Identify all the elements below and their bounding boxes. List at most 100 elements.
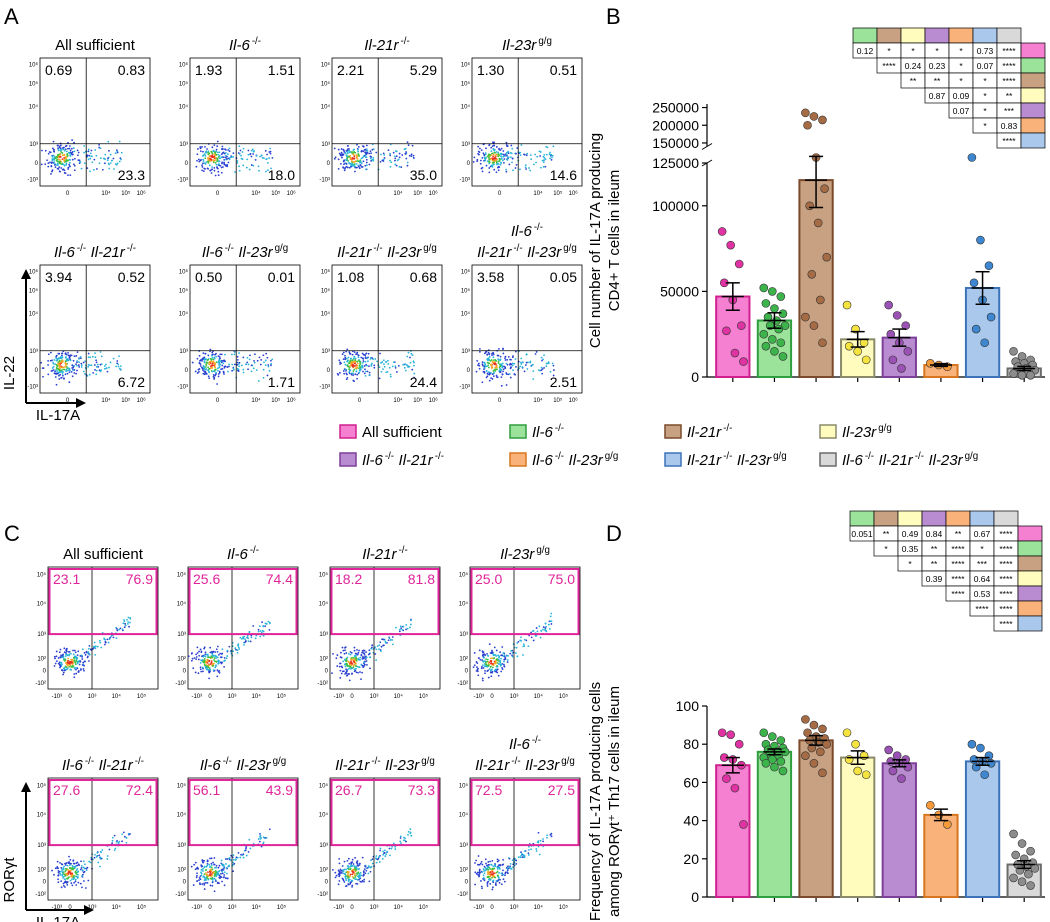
- flow-event: [60, 867, 63, 869]
- quadrant-value: 18.0: [268, 167, 295, 183]
- flow-event: [106, 159, 109, 162]
- flow-event: [122, 622, 125, 625]
- flow-event: [365, 151, 368, 154]
- legend-swatch: [339, 452, 357, 467]
- flow-event: [477, 855, 480, 857]
- flow-event: [338, 874, 341, 877]
- flow-event: [204, 869, 207, 872]
- flow-event: [343, 163, 345, 166]
- flow-event: [355, 162, 358, 165]
- flow-event: [358, 364, 361, 367]
- flow-event: [116, 362, 119, 365]
- label-superscript: g/g: [538, 36, 552, 47]
- flow-event: [51, 170, 53, 173]
- flow-y-tick-label: -10³: [319, 385, 330, 391]
- flow-event: [346, 149, 349, 151]
- flow-event: [521, 361, 524, 364]
- flow-event: [331, 672, 333, 675]
- table-header-swatch: [852, 27, 878, 44]
- flow-event: [496, 671, 499, 674]
- flow-x-axis-label: IL-17A: [36, 914, 80, 922]
- flow-event: [503, 663, 505, 666]
- flow-event: [480, 167, 483, 170]
- flow-event: [59, 356, 62, 358]
- flow-x-tick-label: 10⁴: [534, 904, 544, 911]
- flow-event: [542, 358, 544, 361]
- flow-event: [494, 882, 497, 884]
- flow-event: [399, 835, 402, 838]
- flow-event: [61, 656, 63, 659]
- flow-event: [486, 375, 489, 378]
- flow-event: [368, 152, 371, 155]
- flow-event: [199, 878, 202, 881]
- flow-event: [212, 374, 215, 376]
- flow-event: [212, 861, 215, 864]
- flow-event: [515, 862, 518, 865]
- flow-event: [400, 842, 402, 845]
- flow-event: [60, 376, 63, 379]
- flow-event: [491, 360, 494, 363]
- flow-event: [253, 360, 255, 362]
- flow-event: [350, 652, 353, 654]
- flow-event: [486, 660, 489, 663]
- flow-event: [86, 656, 89, 659]
- flow-event: [491, 666, 494, 669]
- flow-title: Il-21r -/-: [364, 36, 409, 54]
- flow-event: [383, 365, 386, 368]
- flow-event: [240, 154, 242, 157]
- flow-event: [56, 660, 58, 663]
- flow-event: [348, 149, 351, 152]
- flow-event: [497, 659, 500, 662]
- flow-event: [338, 862, 341, 865]
- flow-event: [62, 163, 65, 166]
- flow-event: [383, 851, 386, 854]
- flow-event: [346, 867, 349, 870]
- flow-event: [395, 155, 398, 158]
- flow-event: [127, 621, 130, 623]
- flow-event: [364, 368, 366, 371]
- flow-event: [497, 876, 500, 879]
- flow-event: [215, 661, 218, 663]
- flow-event: [491, 868, 494, 870]
- data-point: [925, 801, 935, 810]
- flow-event: [218, 874, 221, 877]
- flow-event: [486, 652, 488, 655]
- flow-event: [65, 862, 68, 864]
- flow-event: [198, 654, 201, 657]
- flow-event: [407, 144, 410, 147]
- label-part: Il-23r: [385, 757, 420, 774]
- label-part: Il-6: [202, 244, 223, 261]
- flow-event: [196, 872, 198, 875]
- flow-y-tick-label: 0: [465, 880, 469, 886]
- flow-event: [209, 668, 212, 671]
- flow-event: [502, 150, 505, 152]
- flow-event: [350, 373, 353, 376]
- data-point: [801, 312, 810, 322]
- flow-event: [205, 865, 208, 868]
- flow-event: [252, 625, 255, 627]
- data-point: [844, 341, 854, 351]
- flow-event: [493, 359, 495, 362]
- flow-event: [348, 868, 350, 871]
- p-value: 0.87: [929, 91, 946, 101]
- flow-event: [497, 859, 500, 862]
- flow-event: [354, 359, 357, 361]
- flow-event: [216, 367, 219, 370]
- flow-event: [398, 152, 401, 155]
- flow-event: [262, 836, 265, 839]
- flow-event: [524, 166, 527, 169]
- flow-event: [549, 370, 552, 373]
- flow-event: [44, 163, 47, 166]
- flow-event: [500, 670, 503, 673]
- flow-event: [203, 873, 206, 876]
- flow-event: [223, 884, 226, 887]
- flow-event: [483, 879, 486, 882]
- label-part: Il-21r: [99, 757, 134, 774]
- flow-event: [231, 363, 234, 366]
- flow-x-tick-label: 10⁵: [419, 693, 429, 700]
- flow-event: [371, 148, 374, 151]
- flow-event: [205, 668, 208, 671]
- flow-event: [80, 866, 83, 869]
- flow-event: [489, 879, 492, 881]
- flow-event: [358, 360, 361, 363]
